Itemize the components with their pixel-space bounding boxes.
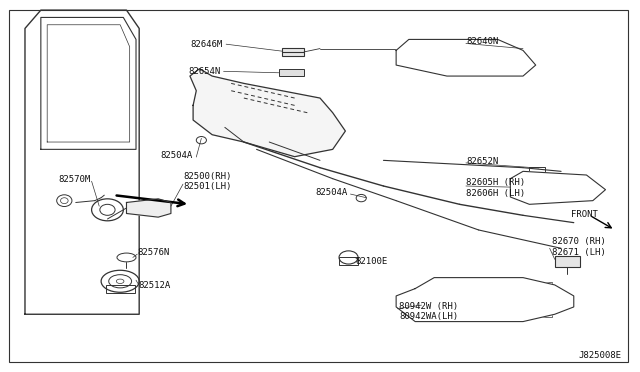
Bar	[106, 285, 135, 293]
Text: 82646M: 82646M	[191, 40, 223, 49]
Ellipse shape	[339, 251, 358, 264]
Text: 82605H (RH)
82606H (LH): 82605H (RH) 82606H (LH)	[466, 178, 525, 198]
Bar	[523, 179, 586, 199]
Text: 82570M: 82570M	[58, 175, 90, 184]
Bar	[279, 70, 304, 76]
Text: 82512A: 82512A	[138, 281, 170, 290]
Ellipse shape	[61, 198, 68, 203]
Bar	[555, 256, 580, 267]
Text: 82504A: 82504A	[315, 188, 348, 197]
Text: FRONT: FRONT	[571, 210, 598, 219]
Text: 82640N: 82640N	[466, 38, 498, 46]
Bar	[428, 282, 552, 317]
Text: 82500(RH)
82501(LH): 82500(RH) 82501(LH)	[183, 171, 231, 191]
Bar	[412, 47, 507, 67]
Ellipse shape	[116, 279, 124, 283]
Polygon shape	[396, 278, 574, 321]
Text: 82652N: 82652N	[466, 157, 498, 166]
Bar	[339, 257, 358, 265]
Text: J825008E: J825008E	[579, 351, 621, 360]
Ellipse shape	[117, 253, 136, 262]
Polygon shape	[396, 39, 536, 76]
Text: 82100E: 82100E	[355, 257, 387, 266]
Polygon shape	[190, 69, 346, 157]
Ellipse shape	[92, 199, 124, 221]
Ellipse shape	[57, 195, 72, 206]
Text: 80942W (RH)
80942WA(LH): 80942W (RH) 80942WA(LH)	[399, 302, 458, 321]
Polygon shape	[127, 199, 171, 217]
Ellipse shape	[101, 270, 139, 292]
Bar	[529, 167, 545, 173]
Ellipse shape	[100, 204, 115, 215]
Text: 82670 (RH)
82671 (LH): 82670 (RH) 82671 (LH)	[552, 237, 605, 257]
Polygon shape	[25, 10, 139, 314]
Ellipse shape	[356, 195, 366, 202]
Ellipse shape	[196, 137, 207, 144]
Text: 82504A: 82504A	[161, 151, 193, 160]
Ellipse shape	[109, 275, 132, 288]
Text: 82576N: 82576N	[137, 248, 170, 257]
Bar	[282, 48, 304, 56]
Text: 82654N: 82654N	[188, 67, 220, 76]
Polygon shape	[510, 171, 605, 204]
